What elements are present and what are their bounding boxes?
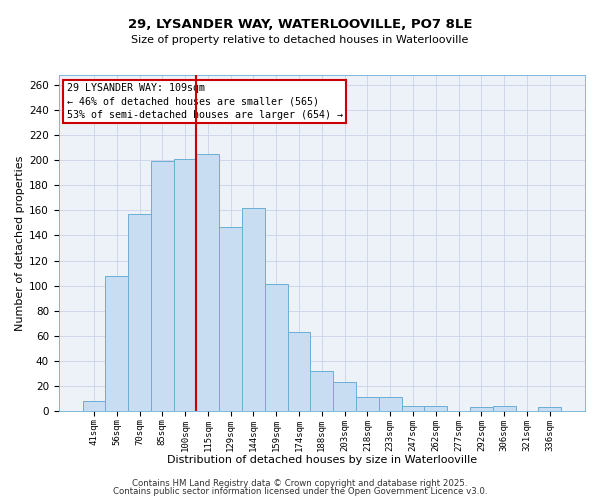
Bar <box>83 401 106 411</box>
Text: Contains HM Land Registry data © Crown copyright and database right 2025.: Contains HM Land Registry data © Crown c… <box>132 478 468 488</box>
Bar <box>265 284 287 411</box>
Text: 29, LYSANDER WAY, WATERLOOVILLE, PO7 8LE: 29, LYSANDER WAY, WATERLOOVILLE, PO7 8LE <box>128 18 472 30</box>
Text: Contains public sector information licensed under the Open Government Licence v3: Contains public sector information licen… <box>113 487 487 496</box>
Bar <box>174 159 196 411</box>
Bar <box>538 407 561 411</box>
Bar <box>196 154 219 411</box>
Bar <box>242 208 265 411</box>
Bar <box>470 407 493 411</box>
Bar <box>128 214 151 411</box>
Y-axis label: Number of detached properties: Number of detached properties <box>15 156 25 330</box>
Bar <box>151 162 174 411</box>
Bar <box>401 406 424 411</box>
Bar <box>379 397 401 411</box>
Bar <box>424 406 447 411</box>
Text: 29 LYSANDER WAY: 109sqm
← 46% of detached houses are smaller (565)
53% of semi-d: 29 LYSANDER WAY: 109sqm ← 46% of detache… <box>67 84 343 120</box>
Bar <box>333 382 356 411</box>
X-axis label: Distribution of detached houses by size in Waterlooville: Distribution of detached houses by size … <box>167 455 477 465</box>
Bar <box>287 332 310 411</box>
Bar <box>310 371 333 411</box>
Text: Size of property relative to detached houses in Waterlooville: Size of property relative to detached ho… <box>131 35 469 45</box>
Bar <box>356 397 379 411</box>
Bar <box>219 226 242 411</box>
Bar <box>106 276 128 411</box>
Bar <box>493 406 515 411</box>
